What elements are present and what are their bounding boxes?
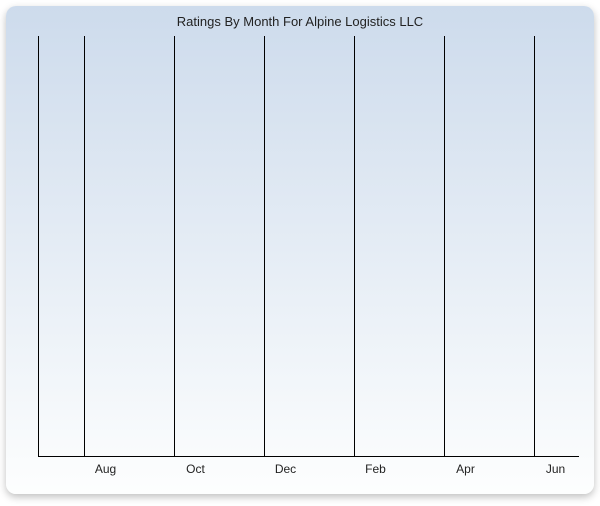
x-gridline [534, 36, 535, 456]
x-axis-label: Dec [275, 462, 296, 476]
x-axis-label: Feb [365, 462, 386, 476]
x-gridline [84, 36, 85, 456]
x-gridline [174, 36, 175, 456]
x-axis-labels: Aug Oct Dec Feb Apr Jun [6, 462, 594, 482]
x-axis-label: Apr [456, 462, 475, 476]
x-gridline [264, 36, 265, 456]
x-gridline [354, 36, 355, 456]
chart-card: Ratings By Month For Alpine Logistics LL… [6, 6, 594, 494]
x-gridline [444, 36, 445, 456]
chart-title: Ratings By Month For Alpine Logistics LL… [6, 14, 594, 29]
x-axis-label: Jun [546, 462, 565, 476]
x-axis-label: Oct [186, 462, 205, 476]
x-axis-label: Aug [95, 462, 116, 476]
plot-area [38, 36, 579, 457]
